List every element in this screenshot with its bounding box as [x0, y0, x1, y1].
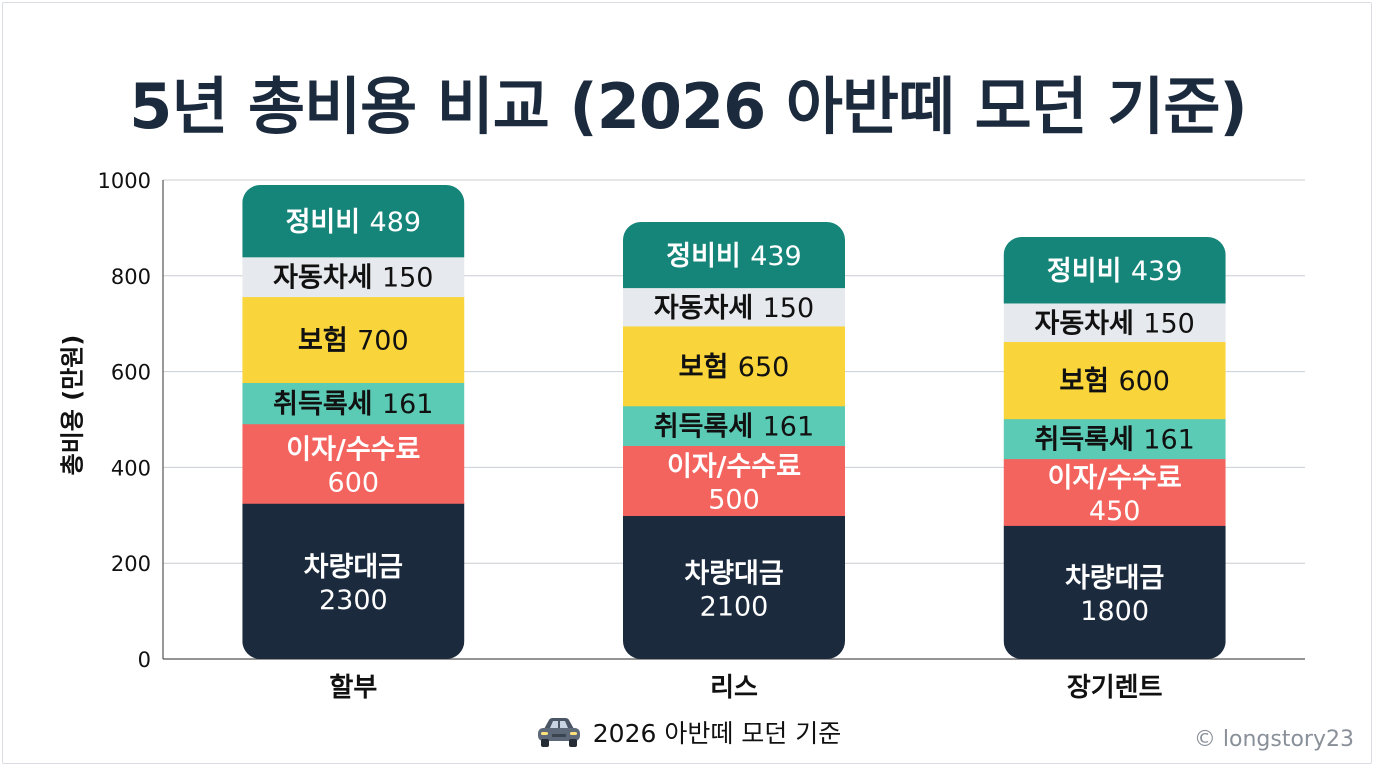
segment-label-name: 보험	[1059, 366, 1109, 397]
segment-value: 150	[763, 293, 815, 324]
segment-label-name: 취득록세	[654, 412, 753, 443]
chart-title: 5년 총비용 비교 (2026 아반떼 모던 기준)	[129, 70, 1247, 143]
segment-value: 700	[357, 326, 409, 357]
x-tick-label: 리스	[710, 673, 758, 703]
segment-label-name: 정비비	[1047, 256, 1122, 287]
segment-value: 439	[1131, 256, 1183, 287]
segment-value: 500	[708, 485, 760, 516]
segment-label-name: 보험	[679, 352, 729, 383]
segment-label: 이자/수수료	[1048, 463, 1182, 494]
bar-segment-자동차세	[242, 256, 465, 298]
bar-segment-보험	[1003, 341, 1226, 420]
segment-value: 600	[328, 467, 380, 498]
bar-segment-자동차세	[623, 287, 845, 327]
segment-label: 차량대금	[684, 558, 783, 589]
watermark: © longstory23	[1193, 727, 1354, 752]
bar-segment-취득록세	[1003, 418, 1226, 460]
bar-segment-취득록세	[242, 382, 465, 425]
segment-value: 1800	[1080, 596, 1149, 627]
segment-value: 161	[763, 412, 815, 443]
segment-value: 600	[1118, 366, 1170, 397]
segment-label-name: 자동차세	[1035, 308, 1134, 339]
bar-segment-이자-수수료	[623, 445, 845, 517]
y-tick-label: 1000	[98, 169, 151, 193]
bar-segment-이자-수수료	[1003, 458, 1226, 526]
segment-label: 정비비 439	[666, 241, 801, 272]
y-tick-label: 600	[111, 361, 151, 385]
bar-segment-취득록세	[623, 405, 845, 447]
segment-label-name: 정비비	[286, 207, 361, 238]
bar-segment-이자-수수료	[242, 423, 465, 504]
segment-label: 차량대금	[304, 552, 403, 583]
x-tick-label: 할부	[329, 673, 377, 703]
bar-segment-정비비	[242, 185, 465, 258]
segment-value: 439	[750, 241, 802, 272]
segment-label: 이자/수수료	[286, 434, 420, 465]
segment-label: 정비비 489	[286, 207, 421, 238]
segment-label: 자동차세 150	[1035, 308, 1195, 339]
segment-label: 자동차세 150	[273, 263, 433, 294]
segment-value: 2300	[319, 585, 388, 616]
segment-label: 이자/수수료	[667, 452, 801, 483]
segment-value: 150	[1143, 308, 1195, 339]
segment-label: 취득록세 161	[654, 412, 814, 443]
legend-text: 2026 아반떼 모던 기준	[592, 719, 842, 748]
bar-segment-보험	[623, 325, 845, 407]
bar-segment-자동차세	[1003, 302, 1226, 343]
bar-segment-차량대금	[1003, 525, 1226, 659]
bar-segment-보험	[242, 296, 465, 384]
bar-segment-차량대금	[242, 503, 465, 659]
bar-stack	[1003, 237, 1226, 659]
segment-label: 취득록세 161	[1035, 425, 1195, 456]
segment-label: 취득록세 161	[273, 389, 433, 420]
y-tick-label: 800	[111, 265, 151, 289]
segment-value: 150	[382, 263, 434, 294]
y-tick-label: 400	[111, 456, 151, 480]
segment-value: 161	[382, 389, 434, 420]
segment-label-name: 자동차세	[273, 263, 372, 294]
segment-value: 161	[1143, 425, 1195, 456]
segment-value: 2100	[700, 591, 769, 622]
legend: 2026 아반떼 모던 기준	[0, 714, 1376, 750]
bar-stack	[242, 185, 465, 659]
segment-label: 보험 650	[679, 352, 790, 383]
segment-value: 450	[1089, 496, 1141, 527]
segment-label-name: 취득록세	[273, 389, 372, 420]
bar-segment-정비비	[623, 222, 845, 289]
x-tick-label: 장기렌트	[1067, 673, 1163, 703]
segment-label: 보험 600	[1059, 366, 1170, 397]
segment-value: 489	[370, 207, 422, 238]
segment-label-name: 취득록세	[1035, 425, 1134, 456]
bar-segment-정비비	[1003, 237, 1226, 304]
segment-label: 보험 700	[298, 326, 409, 357]
car-icon	[537, 718, 580, 747]
segment-label: 자동차세 150	[654, 293, 814, 324]
bar-stack	[623, 222, 845, 659]
bar-segment-차량대금	[623, 515, 845, 659]
segment-label: 차량대금	[1065, 563, 1164, 594]
y-tick-label: 200	[111, 552, 151, 576]
y-tick-label: 0	[138, 648, 151, 672]
segment-value: 650	[738, 352, 790, 383]
segment-label-name: 정비비	[666, 241, 741, 272]
segment-label: 정비비 439	[1047, 256, 1182, 287]
segment-label-name: 보험	[298, 326, 348, 357]
segment-label-name: 자동차세	[654, 293, 753, 324]
